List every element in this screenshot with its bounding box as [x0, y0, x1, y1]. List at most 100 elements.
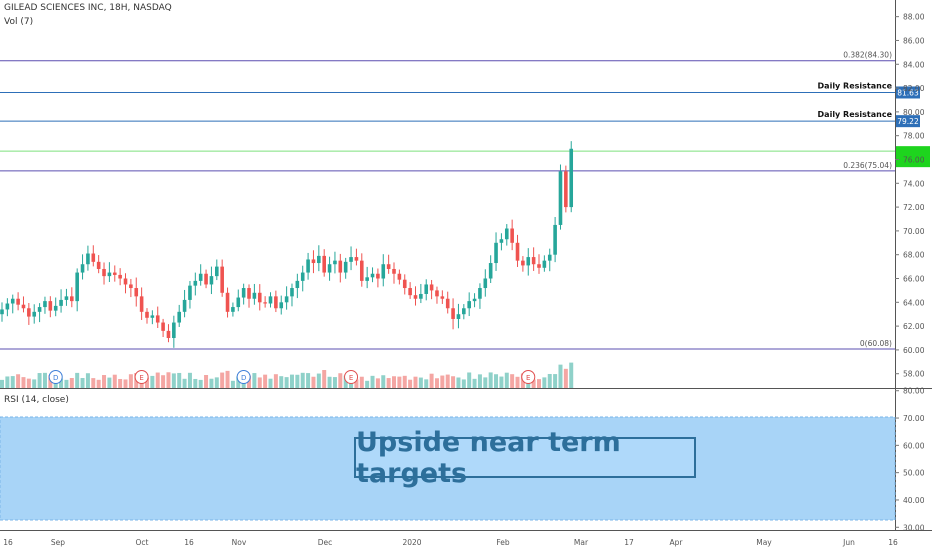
annotation-upside-targets[interactable]: Upside near term targets	[354, 427, 696, 489]
candle-body	[10, 298, 15, 304]
event-marker-label: E	[139, 374, 143, 382]
candle-body	[188, 285, 192, 300]
candle-body	[338, 260, 343, 273]
candle-body	[274, 296, 278, 309]
candle-body	[456, 314, 461, 319]
volume-bar	[161, 375, 166, 388]
candle-body	[467, 301, 471, 309]
volume-bar	[456, 377, 461, 388]
candle-body	[381, 264, 386, 279]
price-tick-label: 60.00	[903, 346, 925, 355]
time-axis: 16 Sep Oct 16 Nov Dec 2020 Feb Mar 17 Apr May Jun 16	[3, 538, 898, 547]
volume-bar	[247, 375, 252, 388]
volume-bar	[21, 377, 26, 388]
volume-bar	[418, 377, 423, 388]
candle-body	[526, 257, 531, 266]
price-tick-label: 88.00	[903, 13, 925, 22]
volume-bar	[150, 375, 155, 388]
volume-bar	[123, 379, 128, 388]
candle-body	[86, 253, 90, 265]
candle-body	[483, 278, 488, 289]
volume-bar	[284, 377, 289, 388]
volume-bar	[327, 376, 332, 388]
candle-body	[102, 268, 106, 277]
volume-bar	[499, 376, 504, 388]
candle-body	[150, 315, 155, 318]
volume-bar	[177, 372, 182, 388]
volume-bar	[107, 377, 112, 388]
time-tick-label: 16	[184, 538, 194, 547]
volume-bar	[365, 380, 370, 388]
candle-body	[64, 296, 69, 300]
candle-body	[225, 292, 230, 312]
volume-bar	[144, 377, 149, 388]
time-tick-label: Jun	[842, 538, 855, 547]
candle-body	[145, 311, 149, 318]
event-marker	[236, 370, 251, 384]
volume-bar	[69, 377, 74, 388]
candle-body	[445, 298, 450, 309]
volume-bar	[32, 379, 37, 388]
candle-body	[252, 292, 257, 299]
volume-bar	[48, 375, 53, 388]
rsi-tick-label: 80.00	[903, 387, 925, 396]
annotation-text: Upside near term targets	[356, 426, 621, 489]
volume-bar	[429, 373, 434, 388]
volume-bar	[155, 372, 160, 388]
rsi-tick-label: 60.00	[903, 441, 925, 450]
volume-bar	[504, 372, 509, 388]
price-tick-label: 74.00	[903, 179, 925, 188]
candle-body	[462, 308, 466, 315]
volume-bar	[263, 374, 268, 388]
candle-body	[349, 257, 353, 262]
candle-body	[198, 273, 203, 281]
candle-body	[537, 264, 541, 268]
event-marker-label: D	[241, 374, 246, 382]
rsi-band	[0, 416, 896, 521]
volume-bar	[434, 378, 439, 388]
volume-bars	[0, 362, 574, 388]
candle-body	[564, 171, 568, 208]
candle-body	[236, 297, 241, 308]
candle-body	[27, 308, 31, 317]
candle-body	[386, 264, 391, 269]
candle-body	[48, 301, 53, 311]
volume-bar	[338, 373, 343, 388]
candle-body	[365, 277, 369, 281]
volume-bar	[494, 374, 499, 388]
candle-body	[429, 284, 434, 291]
volume-bar	[343, 375, 348, 388]
price-tick-label: 66.00	[903, 275, 925, 284]
candle-body	[193, 280, 198, 286]
candle-body	[558, 171, 563, 225]
candle-body	[392, 268, 396, 274]
price-tick-label: 78.00	[903, 132, 925, 141]
resistance-price-badge-text: 81.63	[897, 88, 919, 97]
volume-bar	[461, 379, 466, 388]
volume-bar	[553, 374, 558, 388]
volume-bar	[306, 373, 311, 388]
price-tick-label: 80.00	[903, 108, 925, 117]
candle-body	[43, 301, 47, 308]
candle-body	[59, 299, 63, 306]
volume-bar	[0, 379, 4, 388]
time-tick-label: Feb	[496, 538, 510, 547]
candle-body	[494, 242, 498, 264]
volume-bar	[204, 375, 209, 388]
candle-body	[112, 272, 117, 275]
price-tick-label: 58.00	[903, 370, 925, 379]
candle-body	[21, 304, 26, 309]
candle-body	[139, 296, 144, 312]
volume-bar	[5, 376, 10, 388]
candle-body	[488, 263, 493, 279]
volume-bar	[408, 379, 413, 388]
volume-bar	[381, 375, 386, 388]
candle-body	[96, 261, 101, 269]
rsi-tick-label: 40.00	[903, 496, 925, 505]
candle-body	[295, 280, 300, 289]
candle-body	[75, 272, 79, 302]
volume-bar	[472, 378, 477, 388]
volume-bar	[558, 364, 563, 388]
candle-body	[263, 302, 267, 304]
